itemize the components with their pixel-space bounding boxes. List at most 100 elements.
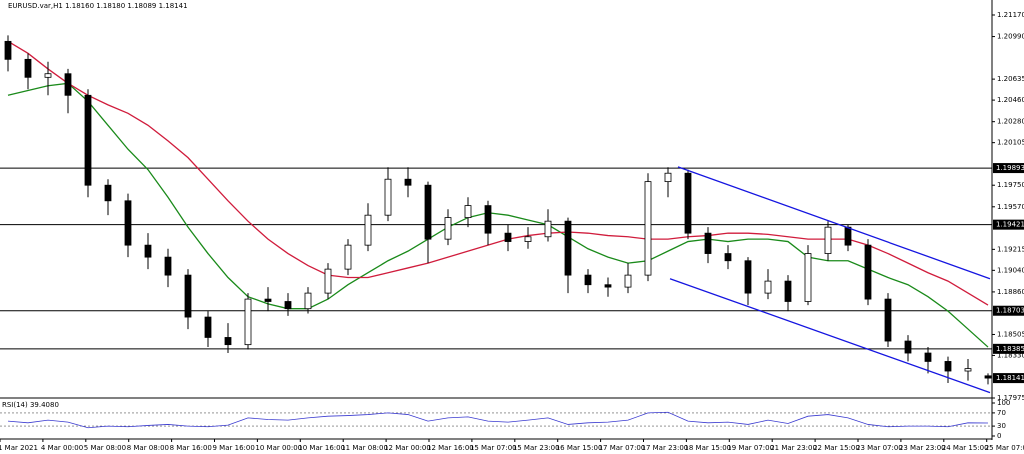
candle-body — [484, 205, 492, 234]
x-tick-label: 12 Mar 16:00 — [427, 444, 474, 452]
rsi-tick-label: 0 — [997, 432, 1001, 440]
x-tick-label: 10 Mar 16:00 — [298, 444, 345, 452]
x-tick-label: 23 Mar 23:00 — [899, 444, 946, 452]
x-tick-label: 15 Mar 23:00 — [513, 444, 560, 452]
y-tick-label: 1.18505 — [997, 330, 1024, 338]
trend-line — [669, 278, 991, 394]
level-label: 1.19893 — [996, 164, 1024, 172]
level-label-bg — [993, 163, 1024, 174]
x-tick-label: 8 Mar 16:00 — [170, 444, 212, 452]
x-tick-label: 12 Mar 00:00 — [384, 444, 431, 452]
candle-body — [684, 172, 692, 234]
candle-body — [284, 301, 292, 310]
candle-body — [4, 40, 12, 60]
x-tick-label: 9 Mar 16:00 — [213, 444, 255, 452]
candle-body — [324, 268, 332, 294]
chart-title: EURUSD.var,H1 1.18160 1.18180 1.18089 1.… — [8, 2, 188, 10]
candle-body — [64, 73, 72, 96]
y-tick-label: 1.19040 — [997, 266, 1024, 274]
level-label-bg — [993, 219, 1024, 230]
level-label: 1.19421 — [996, 221, 1024, 229]
candle-body — [644, 181, 652, 276]
price-label-bg — [993, 373, 1024, 384]
rsi-line — [7, 411, 989, 429]
level-label-bg — [993, 305, 1024, 316]
candle-body — [524, 236, 532, 242]
x-tick-label: 10 Mar 00:00 — [255, 444, 302, 452]
y-tick-label: 1.20635 — [997, 75, 1024, 83]
x-tick-label: 4 Mar 00:00 — [41, 444, 83, 452]
candle-body — [144, 244, 152, 258]
candle-body — [944, 361, 952, 372]
candle-body — [664, 172, 672, 183]
rsi-tick-label: 70 — [997, 409, 1006, 417]
x-tick-label: 25 Mar 07:00 — [985, 444, 1024, 452]
candle-body — [184, 274, 192, 318]
candle-body — [704, 232, 712, 254]
candle-body — [384, 178, 392, 216]
candle-body — [584, 274, 592, 286]
candle-body — [764, 280, 772, 294]
y-tick-label: 1.20990 — [997, 33, 1024, 41]
candle-body — [424, 184, 432, 240]
y-tick-label: 1.20460 — [997, 96, 1024, 104]
y-tick-label: 1.18860 — [997, 288, 1024, 296]
x-tick-label: 19 Mar 07:00 — [727, 444, 774, 452]
candle-body — [24, 58, 32, 78]
candle-body — [824, 226, 832, 254]
candle-body — [124, 200, 132, 246]
x-tick-label: 17 Mar 07:00 — [599, 444, 646, 452]
candle-body — [104, 184, 112, 202]
x-tick-label: 22 Mar 15:00 — [813, 444, 860, 452]
rsi-tick-label: 100 — [997, 399, 1010, 407]
candle-body — [964, 368, 972, 372]
candle-body — [264, 298, 272, 302]
x-tick-label: 17 Mar 23:00 — [642, 444, 689, 452]
candle-body — [804, 253, 812, 302]
candle-body — [884, 298, 892, 342]
candle-body — [404, 178, 412, 186]
candle-body — [844, 226, 852, 246]
trend-line — [677, 166, 991, 280]
candle-body — [224, 337, 232, 346]
candle-body — [744, 260, 752, 294]
candle-body — [924, 352, 932, 362]
rsi-title: RSI(14) 39.4080 — [2, 401, 59, 409]
y-tick-label: 1.20105 — [997, 139, 1024, 147]
y-tick-label: 1.21170 — [997, 11, 1024, 19]
y-tick-label: 1.19750 — [997, 181, 1024, 189]
y-tick-label: 1.20280 — [997, 118, 1024, 126]
x-tick-label: 24 Mar 15:00 — [942, 444, 989, 452]
candle-body — [724, 253, 732, 262]
candle-body — [464, 205, 472, 218]
x-tick-label: 21 Mar 23:00 — [770, 444, 817, 452]
y-tick-label: 1.19570 — [997, 203, 1024, 211]
x-tick-label: 15 Mar 07:00 — [470, 444, 517, 452]
candle-body — [624, 274, 632, 288]
x-tick-label: 5 Mar 08:00 — [84, 444, 126, 452]
candle-body — [984, 375, 992, 379]
y-tick-label: 1.19215 — [997, 245, 1024, 253]
candle-body — [364, 214, 372, 246]
candle-body — [504, 232, 512, 242]
candle-body — [564, 220, 572, 276]
candle-body — [604, 284, 612, 288]
rsi-tick-label: 30 — [997, 422, 1006, 430]
candle-body — [84, 94, 92, 186]
candle-body — [444, 217, 452, 240]
candle-body — [344, 244, 352, 270]
level-label: 1.18703 — [996, 307, 1024, 315]
y-tick-label: 1.17975 — [997, 394, 1024, 402]
candle-body — [204, 316, 212, 338]
candle-body — [904, 340, 912, 354]
candle-body — [44, 73, 52, 78]
moving-average — [7, 82, 989, 348]
level-label-bg — [993, 343, 1024, 354]
candle-body — [304, 292, 312, 310]
candle-body — [544, 220, 552, 238]
y-tick-label: 1.18330 — [997, 351, 1024, 359]
x-tick-label: 1 Mar 2021 — [0, 444, 38, 452]
candle-body — [164, 256, 172, 276]
candle-body — [784, 280, 792, 302]
